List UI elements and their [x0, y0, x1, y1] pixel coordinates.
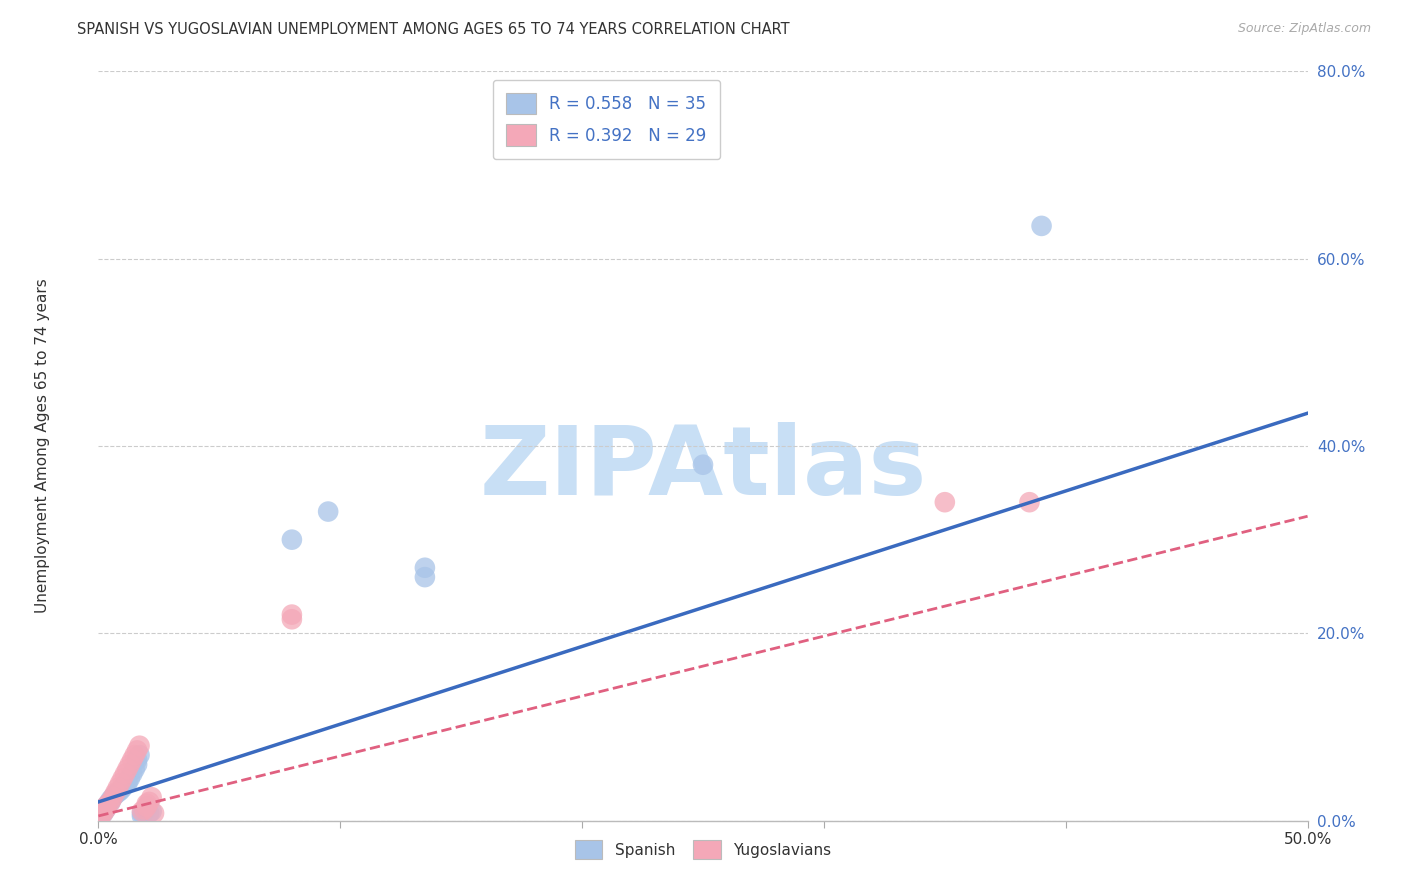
Text: ZIPAtlas: ZIPAtlas [479, 422, 927, 515]
Point [91, 806, 114, 821]
Point [90, 809, 112, 823]
Point [281, 612, 304, 626]
Point [135, 799, 157, 814]
Point [107, 786, 129, 800]
Point [117, 776, 139, 790]
Point [134, 802, 156, 816]
Point [141, 790, 163, 805]
Point [114, 767, 136, 781]
Point [118, 757, 141, 772]
Point [141, 805, 163, 819]
Point [135, 797, 157, 811]
Point [127, 743, 149, 757]
Point [107, 780, 129, 795]
Point [316, 505, 339, 519]
Point [111, 772, 134, 786]
Point [127, 757, 149, 772]
Point [101, 790, 124, 805]
Legend: Spanish, Yugoslavians: Spanish, Yugoslavians [569, 834, 837, 865]
Point [91, 805, 114, 819]
Point [1031, 219, 1053, 233]
Point [91, 806, 114, 821]
Point [128, 739, 150, 753]
Point [281, 533, 304, 547]
Point [143, 806, 166, 821]
Point [1018, 495, 1040, 509]
Point [131, 806, 153, 821]
Point [111, 780, 134, 795]
Point [94, 799, 117, 814]
Point [124, 747, 146, 762]
Point [104, 788, 127, 802]
Point [138, 806, 160, 821]
Point [135, 802, 157, 816]
Point [135, 799, 157, 814]
Point [117, 762, 139, 776]
Point [114, 778, 136, 792]
Text: SPANISH VS YUGOSLAVIAN UNEMPLOYMENT AMONG AGES 65 TO 74 YEARS CORRELATION CHART: SPANISH VS YUGOSLAVIAN UNEMPLOYMENT AMON… [77, 22, 790, 37]
Point [131, 809, 153, 823]
Point [108, 776, 131, 790]
Point [94, 802, 117, 816]
Point [97, 797, 120, 811]
Point [138, 795, 160, 809]
Point [118, 772, 141, 786]
Point [121, 767, 143, 781]
Point [101, 790, 124, 805]
Point [281, 607, 304, 622]
Point [117, 774, 139, 789]
Point [131, 805, 153, 819]
Point [121, 753, 143, 767]
Point [413, 570, 436, 584]
Point [108, 783, 131, 797]
Point [97, 797, 120, 811]
Point [124, 762, 146, 776]
Text: Unemployment Among Ages 65 to 74 years: Unemployment Among Ages 65 to 74 years [35, 278, 49, 614]
Point [104, 786, 127, 800]
Point [128, 747, 150, 762]
Point [692, 458, 714, 472]
Point [94, 799, 117, 814]
Point [413, 561, 436, 575]
Point [100, 795, 122, 809]
Point [934, 495, 956, 509]
Point [94, 802, 117, 816]
Text: Source: ZipAtlas.com: Source: ZipAtlas.com [1237, 22, 1371, 36]
Point [100, 795, 122, 809]
Point [134, 805, 156, 819]
Point [90, 809, 112, 823]
Point [100, 793, 122, 807]
Point [127, 753, 149, 767]
